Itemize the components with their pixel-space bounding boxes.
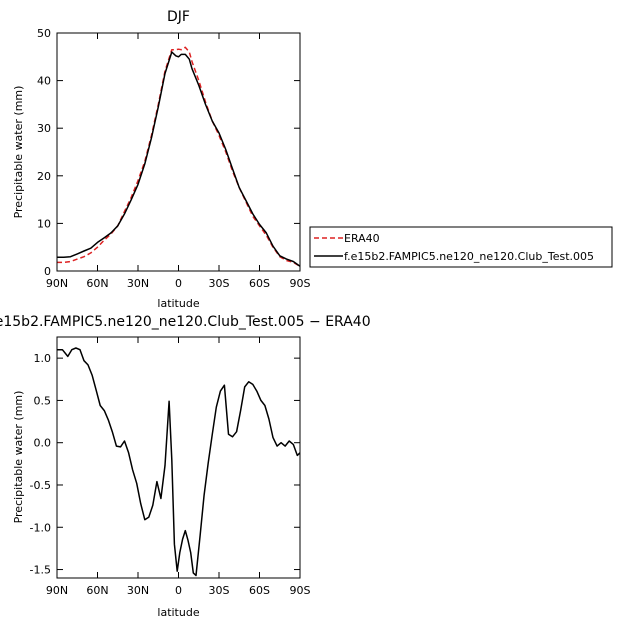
- bottom-lines: [57, 347, 301, 577]
- top-plot-frame: [56, 32, 301, 272]
- top-x-tick-label: 0: [175, 277, 182, 290]
- bottom-y-tick-label: 0.5: [34, 394, 52, 407]
- top-y-tick-label: 10: [37, 217, 51, 230]
- top-y-tick-label: 40: [37, 75, 51, 88]
- top-lines: [57, 46, 301, 267]
- top-x-tick-label: 90S: [290, 277, 311, 290]
- bottom-y-tick-label: -1.0: [30, 521, 51, 534]
- top-ticks: 90N 60N 30N 0 30S 60S 90S 0 10 20 30 40 50: [37, 27, 311, 290]
- top-y-axis-label: Precipitable water (mm): [12, 86, 25, 219]
- top-chart-title: DJF: [167, 9, 190, 25]
- top-y-tick-label: 0: [44, 265, 51, 278]
- legend-box: [309, 226, 613, 268]
- bottom-y-tick-label: 1.0: [34, 352, 52, 365]
- bottom-x-axis-label: latitude: [157, 606, 199, 619]
- bottom-x-tick-label: 30S: [209, 584, 230, 597]
- bottom-ticks: 90N 60N 30N 0 30S 60S 90S 1.0 0.5 0.0 -0.5 -1.0 -1.5: [30, 337, 311, 597]
- bottom-x-tick-label: 60N: [86, 584, 108, 597]
- bottom-y-tick-label: -0.5: [30, 479, 51, 492]
- bottom-chart-title: f.e15b2.FAMPIC5.ne120_ne120.Club_Test.00…: [0, 314, 371, 330]
- bottom-panel: f.e15b2.FAMPIC5.ne120_ne120.Club_Test.00…: [0, 314, 371, 619]
- top-series-line-0: [57, 46, 301, 267]
- legend: ERA40 f.e15b2.FAMPIC5.ne120_ne120.Club_T…: [309, 226, 613, 268]
- bottom-x-tick-label: 60S: [249, 584, 270, 597]
- legend-label-era40: ERA40: [344, 232, 380, 245]
- top-x-tick-label: 60N: [86, 277, 108, 290]
- top-x-tick-label: 90N: [46, 277, 68, 290]
- legend-label-model: f.e15b2.FAMPIC5.ne120_ne120.Club_Test.00…: [344, 250, 594, 263]
- bottom-series-line-0: [57, 347, 301, 577]
- top-x-tick-label: 60S: [249, 277, 270, 290]
- top-series-line-1: [57, 51, 301, 267]
- bottom-x-tick-label: 0: [175, 584, 182, 597]
- top-x-axis-label: latitude: [157, 297, 199, 310]
- top-panel: DJF 90N 60N 30N 0 30S 60S 90S 0 10 20 30 40 50 latit…: [12, 9, 311, 310]
- top-y-tick-label: 20: [37, 170, 51, 183]
- top-x-tick-label: 30S: [209, 277, 230, 290]
- bottom-y-tick-label: -1.5: [30, 564, 51, 577]
- bottom-plot-frame: [56, 336, 301, 579]
- bottom-y-tick-label: 0.0: [34, 437, 52, 450]
- bottom-x-tick-label: 90S: [290, 584, 311, 597]
- bottom-x-tick-label: 30N: [127, 584, 149, 597]
- bottom-x-tick-label: 90N: [46, 584, 68, 597]
- top-y-tick-label: 50: [37, 27, 51, 40]
- top-x-tick-label: 30N: [127, 277, 149, 290]
- bottom-y-axis-label: Precipitable water (mm): [12, 391, 25, 524]
- top-y-tick-label: 30: [37, 122, 51, 135]
